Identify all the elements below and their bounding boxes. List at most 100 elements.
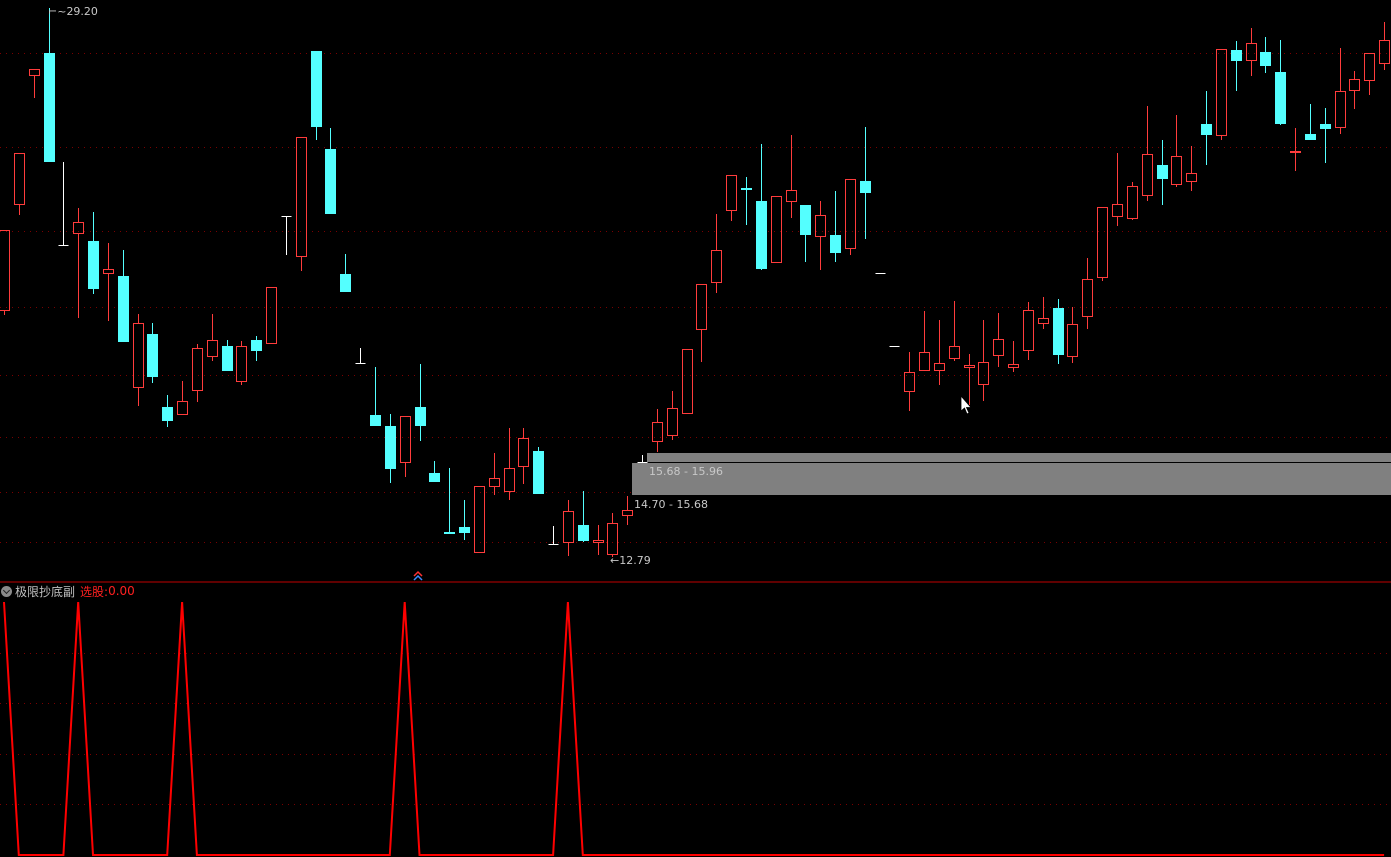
candle[interactable]	[118, 250, 129, 342]
candle-body-up	[103, 269, 114, 274]
candle[interactable]	[236, 341, 247, 385]
candle[interactable]	[88, 212, 99, 294]
candle[interactable]	[1320, 108, 1331, 163]
candle[interactable]	[578, 491, 589, 542]
candle[interactable]	[1246, 28, 1257, 76]
candle[interactable]	[786, 135, 797, 218]
candle[interactable]	[1142, 106, 1153, 201]
candle[interactable]	[860, 127, 871, 239]
candle[interactable]	[444, 468, 455, 534]
candle[interactable]	[266, 287, 277, 344]
candle[interactable]	[1290, 128, 1301, 171]
candle[interactable]	[1067, 307, 1078, 363]
candle[interactable]	[1038, 297, 1049, 329]
candle[interactable]	[1127, 182, 1138, 220]
candle[interactable]	[0, 230, 10, 316]
candle[interactable]	[682, 349, 693, 414]
candle[interactable]	[1349, 71, 1360, 109]
candle[interactable]	[1275, 40, 1286, 125]
candle[interactable]	[548, 526, 559, 545]
candle[interactable]	[1379, 22, 1390, 70]
candle[interactable]	[355, 348, 366, 364]
candle[interactable]	[741, 177, 752, 225]
collapse-chevron-icon[interactable]	[1, 585, 12, 597]
candle[interactable]	[830, 191, 841, 262]
candle[interactable]	[1008, 341, 1019, 372]
candle[interactable]	[800, 205, 811, 262]
candle[interactable]	[29, 69, 40, 99]
range-upper-label: 15.68 - 15.96	[649, 465, 723, 478]
candle[interactable]	[815, 201, 826, 270]
candle[interactable]	[133, 314, 144, 406]
candle[interactable]	[400, 416, 411, 478]
candle[interactable]	[340, 254, 351, 292]
candle[interactable]	[222, 340, 233, 371]
candle[interactable]	[207, 314, 218, 361]
candle[interactable]	[1305, 104, 1316, 140]
candle[interactable]	[192, 344, 203, 402]
candle[interactable]	[993, 313, 1004, 367]
candle[interactable]	[637, 455, 648, 463]
candle[interactable]	[44, 8, 55, 162]
candle[interactable]	[919, 311, 930, 371]
candle-body-down	[311, 51, 322, 127]
candle[interactable]	[14, 153, 25, 216]
candle[interactable]	[281, 216, 292, 255]
candle[interactable]	[73, 208, 84, 318]
candle[interactable]	[934, 320, 945, 385]
candle[interactable]	[533, 447, 544, 494]
candle[interactable]	[103, 243, 114, 321]
candle[interactable]	[518, 428, 529, 484]
candle[interactable]	[415, 364, 426, 441]
candle[interactable]	[667, 391, 678, 440]
candle[interactable]	[1112, 153, 1123, 226]
candle[interactable]	[964, 354, 975, 405]
candle[interactable]	[756, 144, 767, 270]
candle[interactable]	[1023, 302, 1034, 360]
candle[interactable]	[1335, 48, 1346, 134]
candle[interactable]	[459, 500, 470, 540]
candle[interactable]	[370, 367, 381, 426]
candle[interactable]	[652, 409, 663, 452]
indicator-name[interactable]: 极限抄底副	[15, 584, 76, 599]
candle[interactable]	[1082, 258, 1093, 329]
candle[interactable]	[429, 461, 440, 482]
candle[interactable]	[1364, 53, 1375, 96]
candle[interactable]	[58, 162, 69, 246]
candle[interactable]	[845, 179, 856, 256]
candle[interactable]	[474, 486, 485, 553]
candle[interactable]	[1186, 146, 1197, 191]
price-range-band	[632, 463, 1391, 495]
candle[interactable]	[504, 428, 515, 500]
candle[interactable]	[904, 352, 915, 411]
candle[interactable]	[607, 513, 618, 557]
candle[interactable]	[563, 500, 574, 556]
candle[interactable]	[251, 336, 262, 361]
candle[interactable]	[711, 214, 722, 293]
candle[interactable]	[622, 496, 633, 525]
candle[interactable]	[1053, 299, 1064, 364]
candle-body-down	[1260, 52, 1271, 66]
candle[interactable]	[1231, 41, 1242, 91]
candle[interactable]	[1201, 91, 1212, 165]
candle[interactable]	[489, 453, 500, 495]
candle[interactable]	[177, 381, 188, 415]
candle[interactable]	[593, 525, 604, 555]
candle[interactable]	[771, 196, 782, 263]
candle[interactable]	[296, 137, 307, 272]
candle[interactable]	[1216, 49, 1227, 141]
candle[interactable]	[978, 320, 989, 401]
candle[interactable]	[1097, 207, 1108, 282]
candle[interactable]	[147, 323, 158, 383]
candle[interactable]	[949, 301, 960, 361]
candle[interactable]	[1260, 37, 1271, 73]
candle[interactable]	[696, 284, 707, 363]
candle[interactable]	[1171, 115, 1182, 187]
candle[interactable]	[162, 395, 173, 427]
candle[interactable]	[385, 414, 396, 483]
candle[interactable]	[325, 128, 336, 214]
candle[interactable]	[1157, 140, 1168, 205]
candle[interactable]	[311, 51, 322, 140]
candle[interactable]	[726, 175, 737, 222]
